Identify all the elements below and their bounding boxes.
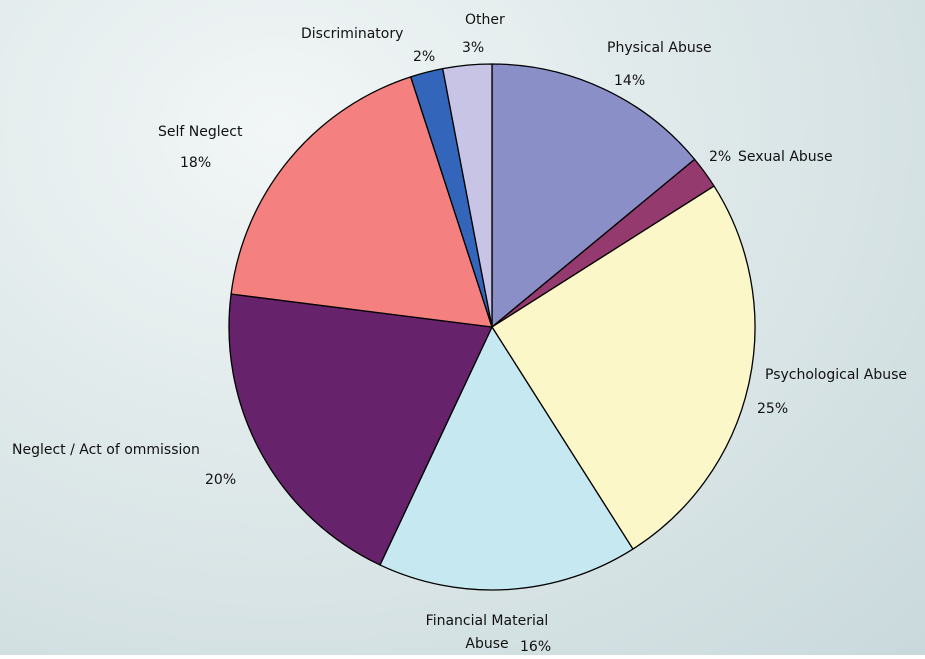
slice-label: Physical Abuse xyxy=(607,40,712,56)
pie-slice xyxy=(379,326,634,591)
slice-label: Discriminatory xyxy=(301,26,404,42)
value-label: 2% xyxy=(709,149,732,165)
value-label: 20% xyxy=(205,472,237,488)
value-label: 3% xyxy=(462,40,485,56)
slice-label: Financial Material Abuse xyxy=(425,613,549,652)
pie-slice xyxy=(230,76,493,328)
slice-label: Psychological Abuse xyxy=(765,367,908,383)
slice-label: Neglect / Act of ommission xyxy=(12,442,200,458)
slice-label: Other xyxy=(465,12,505,28)
value-label: 18% xyxy=(180,155,212,171)
slice-label: Sexual Abuse xyxy=(738,149,833,165)
slice-label: Self Neglect xyxy=(158,124,243,140)
pie-slice xyxy=(442,63,493,328)
pie-slice xyxy=(491,185,756,550)
value-label: 16% xyxy=(520,639,552,655)
pie-slice xyxy=(491,63,696,328)
pie-slice xyxy=(228,293,493,566)
value-label: 2% xyxy=(413,49,436,65)
value-label: 14% xyxy=(614,73,646,89)
value-label: 25% xyxy=(757,401,789,417)
